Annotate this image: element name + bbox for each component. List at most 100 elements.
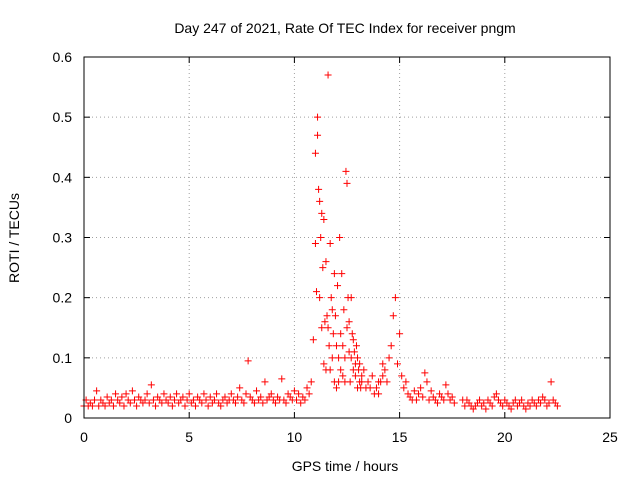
data-point [419,393,427,401]
data-point [318,324,326,332]
data-point [305,390,313,398]
data-point [259,399,267,407]
data-point [332,384,340,392]
data-point [476,396,484,404]
data-point [345,318,353,326]
data-point [425,396,433,404]
axis-ticks: 0 5 10 15 20 25 0 0.1 0.2 0.3 0.4 0.5 0.6 [53,49,618,445]
data-point [120,402,128,410]
data-point [325,342,333,350]
data-point [257,393,265,401]
data-point [461,402,469,410]
data-point [336,234,344,241]
data-point [307,378,315,386]
data-point [213,390,221,398]
data-point [532,402,540,410]
data-point [346,378,354,386]
data-point [348,330,356,338]
data-point [95,402,103,410]
data-point [410,387,418,395]
data-point [128,387,136,395]
data-point [311,149,319,157]
data-point [227,390,235,398]
data-point [444,390,452,398]
data-point [109,402,117,410]
data-point [339,372,347,380]
data-point [324,71,332,79]
data-point [328,306,336,314]
data-point [316,197,324,205]
data-point [332,342,340,350]
data-point [337,366,345,374]
data-point [183,396,191,404]
data-point [315,185,323,193]
data-point [293,396,301,404]
data-point [314,113,322,121]
data-point [480,399,488,407]
data-point [311,240,319,248]
data-point [202,396,210,404]
data-point [366,384,374,392]
data-point [381,366,389,374]
data-point [271,399,279,407]
data-point [383,378,391,386]
data-point [244,357,252,365]
data-point [253,387,261,395]
data-point [160,390,168,398]
data-point [267,390,275,398]
data-point [297,399,305,407]
data-point [450,399,458,407]
x-axis-label: GPS time / hours [292,458,399,474]
data-point [349,336,357,344]
data-point [88,402,96,410]
data-point [421,369,429,377]
data-point [301,396,309,404]
data-point [526,402,534,410]
data-point [185,390,193,398]
data-point [482,405,490,413]
data-point [330,270,338,278]
x-tick-label: 0 [80,429,88,445]
data-point [107,396,115,404]
data-point [327,294,335,302]
plot-frame [83,56,611,419]
data-point [356,360,364,368]
data-point [320,360,328,368]
data-point [198,399,206,407]
data-point [398,372,406,380]
data-point [141,396,149,404]
data-point [118,393,126,401]
data-point [354,354,362,362]
data-point [122,390,130,398]
data-point [206,393,214,401]
data-point [511,396,519,404]
data-point [147,381,155,389]
data-point [326,366,334,374]
data-point [170,396,178,404]
data-point [318,209,326,217]
data-point [152,402,160,410]
data-point [341,354,349,362]
data-point [417,384,425,392]
data-point [393,360,401,368]
data-point [537,399,545,407]
data-point [312,288,320,296]
data-point [335,354,343,362]
data-point [379,360,387,368]
data-point [351,372,359,380]
data-point [488,402,496,410]
data-point [360,366,368,374]
data-point [112,390,120,398]
data-point [179,393,187,401]
data-point [236,384,244,392]
data-point [329,330,337,338]
data-point [423,378,431,386]
data-point [103,393,111,401]
data-point [282,399,290,407]
data-point [166,393,174,401]
data-point [240,399,248,407]
x-tick-label: 5 [185,429,193,445]
data-point [278,375,286,383]
data-point [375,390,383,398]
